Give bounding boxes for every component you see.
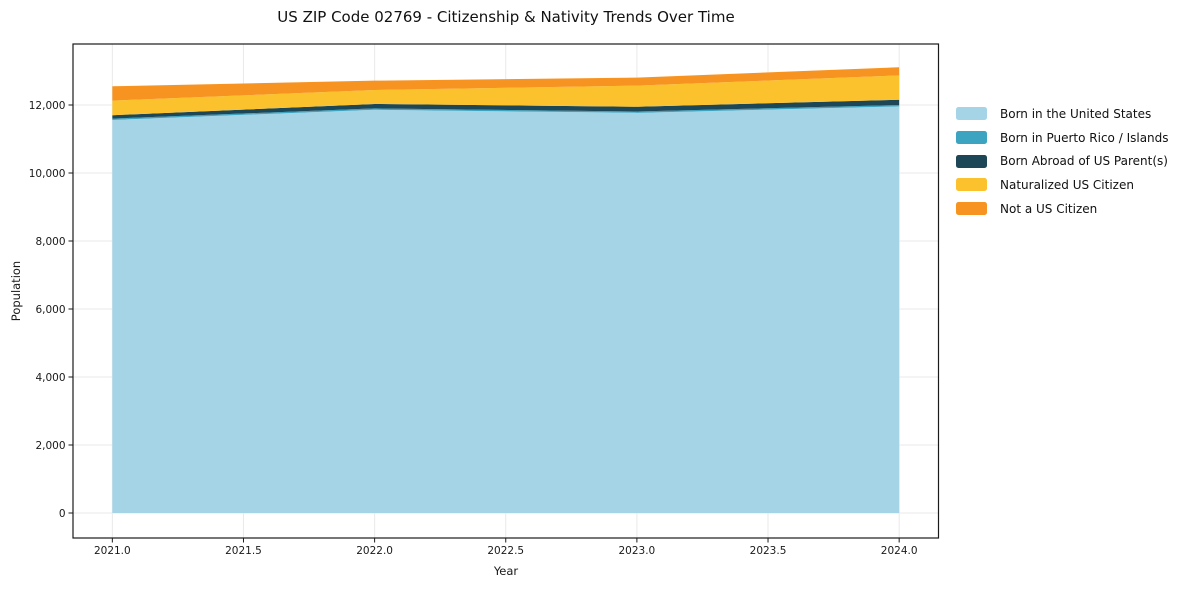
legend-swatch-icon bbox=[956, 178, 987, 192]
legend-label: Born in the United States bbox=[1000, 106, 1152, 121]
y-tick-label: 8,000 bbox=[35, 236, 65, 248]
chart-title: US ZIP Code 02769 - Citizenship & Nativi… bbox=[277, 8, 735, 26]
legend-item: Born in the United States bbox=[956, 102, 1169, 126]
legend-swatch-icon bbox=[956, 131, 987, 145]
legend-label: Born in Puerto Rico / Islands bbox=[1000, 130, 1169, 145]
legend-swatch-icon bbox=[956, 107, 987, 121]
legend-item: Born Abroad of US Parent(s) bbox=[956, 149, 1169, 173]
legend-label: Naturalized US Citizen bbox=[1000, 177, 1134, 192]
legend-label: Born Abroad of US Parent(s) bbox=[1000, 154, 1168, 169]
legend-label: Not a US Citizen bbox=[1000, 201, 1098, 216]
x-tick-label: 2021.0 bbox=[94, 545, 131, 557]
x-tick-label: 2022.5 bbox=[487, 545, 524, 557]
area-series-0 bbox=[112, 106, 900, 514]
legend-item: Naturalized US Citizen bbox=[956, 173, 1169, 197]
area-series-3 bbox=[112, 75, 900, 116]
legend-swatch-icon bbox=[956, 202, 987, 216]
y-tick-label: 2,000 bbox=[35, 440, 65, 452]
y-tick-label: 6,000 bbox=[35, 304, 65, 316]
area-series-4 bbox=[112, 67, 900, 101]
x-tick-label: 2023.0 bbox=[619, 545, 656, 557]
y-tick-label: 10,000 bbox=[29, 168, 66, 180]
y-tick-label: 12,000 bbox=[29, 100, 66, 112]
legend-item: Born in Puerto Rico / Islands bbox=[956, 126, 1169, 150]
y-tick-label: 0 bbox=[59, 508, 66, 520]
x-tick-label: 2021.5 bbox=[225, 545, 262, 557]
x-axis-label: Year bbox=[493, 564, 519, 578]
legend-swatch-icon bbox=[956, 154, 987, 168]
legend-item: Not a US Citizen bbox=[956, 197, 1169, 221]
x-tick-label: 2022.0 bbox=[356, 545, 393, 557]
legend: Born in the United States Born in Puerto … bbox=[956, 102, 1169, 220]
x-tick-label: 2024.0 bbox=[881, 545, 918, 557]
x-tick-label: 2023.5 bbox=[750, 545, 787, 557]
y-tick-label: 4,000 bbox=[35, 372, 65, 384]
area-series-2 bbox=[112, 99, 900, 119]
